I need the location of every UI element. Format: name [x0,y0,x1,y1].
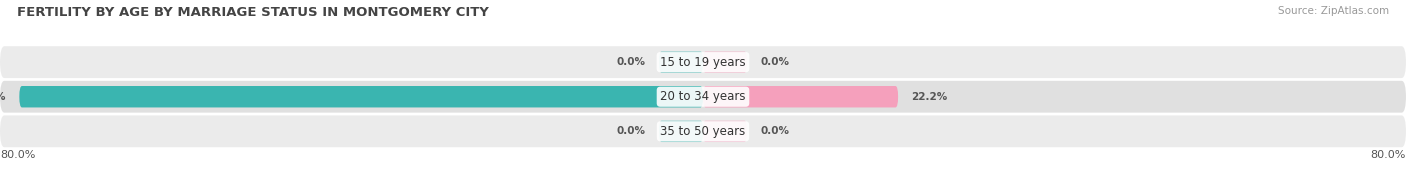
FancyBboxPatch shape [0,115,1406,147]
FancyBboxPatch shape [0,46,1406,78]
FancyBboxPatch shape [659,51,703,73]
Text: 15 to 19 years: 15 to 19 years [661,56,745,69]
FancyBboxPatch shape [659,121,703,142]
FancyBboxPatch shape [703,86,898,107]
Text: 0.0%: 0.0% [617,57,645,67]
Text: Source: ZipAtlas.com: Source: ZipAtlas.com [1278,6,1389,16]
Text: 80.0%: 80.0% [1371,150,1406,160]
Text: 0.0%: 0.0% [617,126,645,136]
Text: 20 to 34 years: 20 to 34 years [661,90,745,103]
FancyBboxPatch shape [703,121,747,142]
Text: 77.8%: 77.8% [0,92,6,102]
FancyBboxPatch shape [20,86,703,107]
Text: 0.0%: 0.0% [761,126,789,136]
Text: 22.2%: 22.2% [911,92,948,102]
Text: FERTILITY BY AGE BY MARRIAGE STATUS IN MONTGOMERY CITY: FERTILITY BY AGE BY MARRIAGE STATUS IN M… [17,6,489,19]
Text: 0.0%: 0.0% [761,57,789,67]
FancyBboxPatch shape [0,81,1406,113]
Text: 80.0%: 80.0% [0,150,35,160]
FancyBboxPatch shape [703,51,747,73]
Text: 35 to 50 years: 35 to 50 years [661,125,745,138]
